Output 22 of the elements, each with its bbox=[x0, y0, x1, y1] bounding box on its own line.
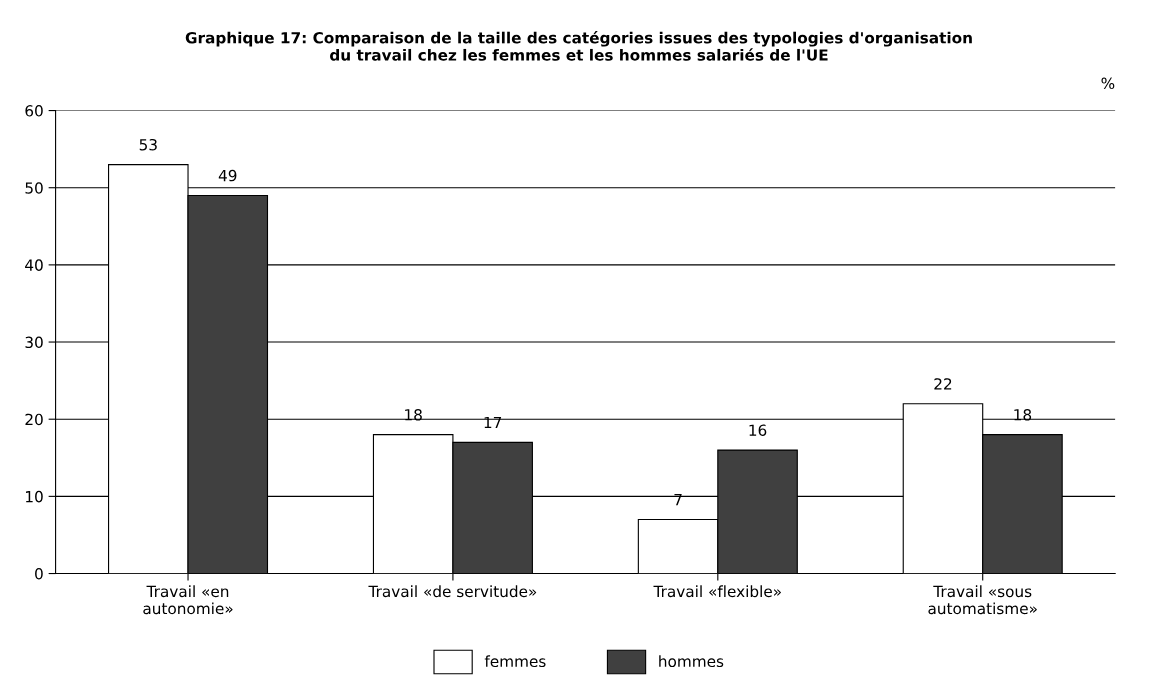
data-label: 22 bbox=[934, 378, 952, 390]
y-tick-label: 10 bbox=[26, 490, 43, 503]
y-tick-label: 50 bbox=[25, 182, 43, 194]
y-tick-label: 60 bbox=[25, 105, 43, 117]
y-tick-label: 20 bbox=[25, 413, 43, 426]
chart-title: Graphique 17: Comparaison de la taille des catégories issues des typologies d'organisation du travail chez les femmes et les hommes salariés de l'UE bbox=[185, 31, 972, 61]
y-tick-label: 30 bbox=[25, 336, 43, 349]
data-label: 18 bbox=[1014, 409, 1032, 421]
data-label: 53 bbox=[139, 138, 157, 151]
y-axis-title: % bbox=[1101, 77, 1115, 90]
legend-label: femmes bbox=[484, 655, 546, 668]
legend-label: hommes bbox=[659, 655, 724, 668]
x-tick-label: Travail «flexible» bbox=[653, 585, 781, 598]
data-label: 49 bbox=[218, 169, 237, 182]
x-tick-label: Travail «en autonomie» bbox=[143, 585, 233, 615]
x-tick-label: Travail «sous automatisme» bbox=[928, 585, 1037, 615]
data-label: 18 bbox=[405, 409, 422, 421]
y-tick-label: 40 bbox=[25, 259, 43, 271]
x-tick-label: Travail «de servitude» bbox=[368, 585, 537, 598]
data-label: 17 bbox=[484, 416, 502, 429]
y-tick-label: 0 bbox=[35, 568, 43, 580]
data-label: 16 bbox=[749, 424, 767, 436]
